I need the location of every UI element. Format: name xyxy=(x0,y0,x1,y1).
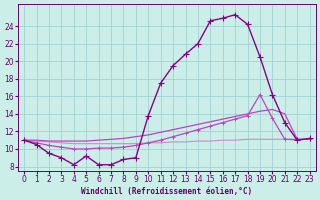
X-axis label: Windchill (Refroidissement éolien,°C): Windchill (Refroidissement éolien,°C) xyxy=(81,187,252,196)
